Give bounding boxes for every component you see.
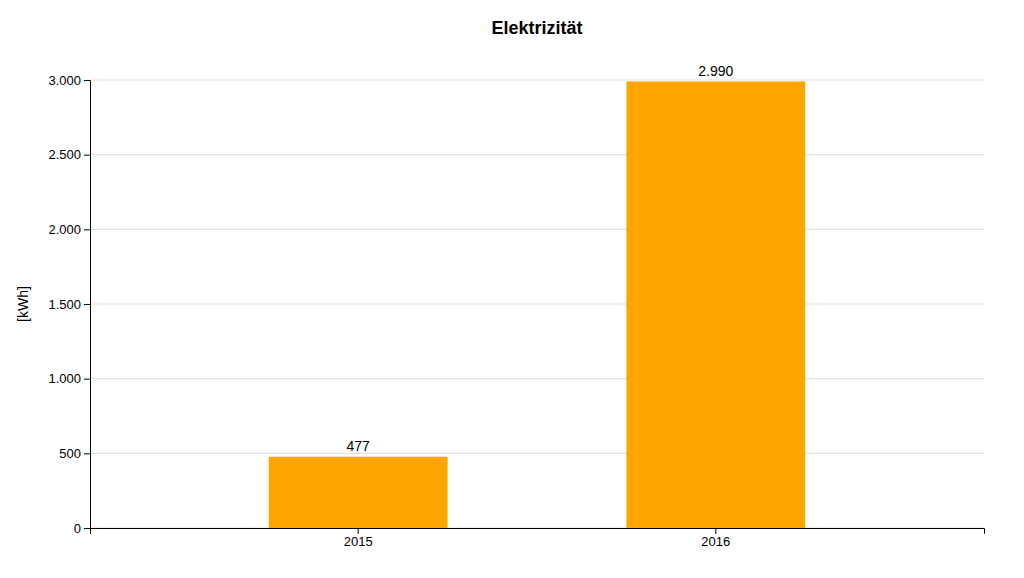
y-tick: 1.000 — [48, 371, 90, 386]
tick-label: 2015 — [344, 534, 373, 549]
grid-line — [90, 378, 984, 379]
y-tick: 2.500 — [48, 147, 90, 162]
title: Elektrizität — [491, 18, 582, 38]
tick-mark — [84, 80, 90, 81]
grid-line — [90, 304, 984, 305]
data-label: 2.990 — [698, 62, 733, 78]
x-axis: 2015 2016 — [91, 528, 985, 549]
tick-label: 3.000 — [48, 73, 81, 88]
data-label: 477 — [347, 438, 371, 454]
tick-mark — [84, 379, 90, 380]
tick-mark — [715, 528, 716, 534]
plot: 0 500 1.000 1.500 2.000 2.500 3.000 2015 2016 477… — [48, 62, 984, 549]
grid-line — [90, 154, 984, 155]
tick-label: 500 — [59, 446, 81, 461]
tick-mark — [84, 229, 90, 230]
y-tick: 3.000 — [48, 73, 90, 88]
y-axis: 0 500 1.000 1.500 2.000 2.500 3.000 — [48, 73, 90, 536]
tick-mark — [84, 155, 90, 156]
grid-line — [90, 229, 984, 230]
tick-mark — [84, 528, 90, 529]
tick-mark — [358, 528, 359, 534]
y-axis-label: [kWh] — [15, 286, 31, 322]
tick-mark — [84, 453, 90, 454]
tick-label: 1.500 — [48, 297, 81, 312]
bars — [269, 81, 805, 528]
chart-container: 0 500 1.000 1.500 2.000 2.500 3.000 2015 2016 477… — [0, 0, 1024, 578]
y-tick: 1.500 — [48, 297, 90, 312]
tick-label: 2.000 — [48, 222, 81, 237]
y-tick: 0 — [74, 521, 90, 536]
y-tick: 2.000 — [48, 222, 90, 237]
x-tick: 2016 — [701, 528, 730, 549]
x-tick: 2015 — [344, 528, 373, 549]
grid — [90, 80, 984, 528]
tick-label: 0 — [74, 521, 81, 536]
grid-line — [90, 80, 984, 81]
bar — [269, 457, 448, 528]
tick-mark — [84, 304, 90, 305]
data-labels: 477 2.990 — [347, 62, 734, 453]
axis-line — [91, 529, 985, 535]
bar — [626, 81, 805, 528]
grid-line — [90, 453, 984, 454]
axis-line — [84, 81, 91, 529]
chart: 0 500 1.000 1.500 2.000 2.500 3.000 2015 2016 477… — [0, 0, 1024, 578]
tick-label: 2016 — [701, 534, 730, 549]
tick-label: 2.500 — [48, 147, 81, 162]
y-tick: 500 — [59, 446, 90, 461]
tick-label: 1.000 — [48, 371, 81, 386]
